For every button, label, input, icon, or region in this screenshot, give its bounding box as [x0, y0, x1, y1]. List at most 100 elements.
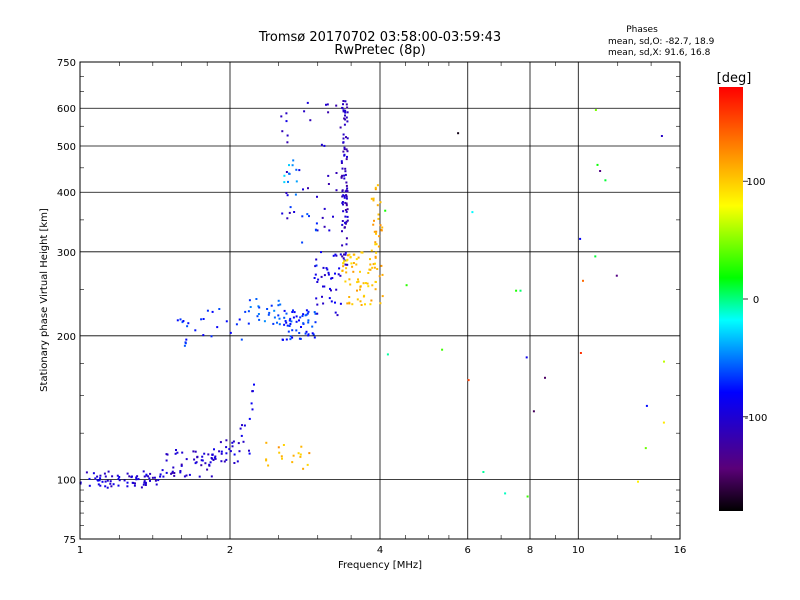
data-point — [384, 209, 387, 212]
colorbar-tick-label: -100 — [745, 413, 768, 424]
data-point — [351, 303, 354, 306]
data-point — [285, 171, 288, 173]
data-point — [315, 264, 318, 267]
data-point — [291, 311, 294, 313]
data-point — [457, 132, 460, 135]
data-point — [663, 360, 665, 363]
data-point — [180, 464, 183, 467]
data-point — [526, 495, 529, 498]
data-point — [201, 459, 204, 462]
data-point — [359, 300, 362, 303]
data-point — [344, 170, 347, 173]
data-point — [149, 479, 151, 482]
data-point — [302, 188, 304, 191]
data-point — [372, 263, 375, 266]
data-point — [306, 312, 309, 315]
data-point — [116, 474, 119, 477]
data-point — [335, 254, 338, 257]
data-point — [370, 299, 373, 302]
data-point — [343, 123, 346, 126]
data-point — [301, 315, 304, 317]
data-point — [369, 258, 371, 261]
data-point — [99, 484, 102, 487]
data-point — [285, 312, 288, 315]
x-axis-label: Frequency [MHz] — [338, 560, 422, 571]
data-point — [344, 109, 347, 112]
data-point — [322, 302, 325, 305]
data-point — [355, 263, 358, 266]
data-point — [147, 475, 150, 478]
colorbar-label: [deg] — [717, 71, 752, 86]
data-point — [143, 475, 146, 478]
data-point — [293, 311, 296, 314]
data-point — [341, 230, 343, 233]
data-point — [208, 463, 211, 466]
data-point — [207, 453, 210, 456]
data-point — [327, 174, 330, 177]
y-tick-label: 300 — [57, 248, 76, 259]
data-point — [344, 251, 347, 254]
data-point — [323, 274, 326, 277]
data-point — [144, 484, 147, 486]
data-point — [149, 472, 152, 475]
data-point — [467, 379, 470, 382]
data-point — [335, 189, 338, 192]
plot-frame — [79, 61, 681, 540]
data-point — [298, 332, 301, 334]
data-point — [515, 289, 518, 292]
data-point — [345, 195, 348, 198]
data-point — [346, 215, 349, 218]
data-point — [330, 277, 333, 280]
data-point — [247, 310, 250, 313]
data-points — [79, 100, 665, 498]
data-point — [326, 103, 329, 106]
data-point — [342, 262, 345, 264]
data-point — [344, 167, 347, 170]
data-point — [283, 323, 286, 326]
data-point — [148, 477, 151, 480]
data-point — [380, 228, 383, 231]
data-point — [307, 333, 310, 336]
data-point — [297, 452, 300, 455]
data-point — [341, 174, 344, 177]
data-point — [316, 195, 318, 198]
data-point — [173, 472, 176, 474]
data-point — [225, 320, 228, 323]
data-point — [144, 482, 147, 485]
colorbar — [719, 87, 743, 511]
data-point — [471, 211, 474, 214]
data-point — [342, 210, 345, 213]
data-point — [373, 266, 376, 269]
data-point — [88, 484, 91, 487]
data-point — [292, 309, 294, 312]
data-point — [166, 453, 169, 456]
data-point — [343, 195, 346, 198]
data-point — [142, 470, 145, 473]
data-point — [372, 199, 375, 202]
data-point — [161, 469, 164, 472]
data-point — [311, 325, 314, 328]
data-point — [295, 315, 298, 318]
data-point — [214, 455, 217, 458]
data-point — [374, 243, 377, 246]
data-point — [257, 305, 260, 308]
data-point — [225, 458, 228, 461]
data-point — [364, 282, 367, 284]
data-point — [316, 312, 319, 315]
data-point — [193, 458, 196, 461]
data-point — [188, 473, 191, 476]
data-point — [291, 164, 294, 167]
data-point — [171, 470, 174, 473]
x-tick-label: 2 — [227, 545, 233, 556]
data-point — [346, 111, 349, 114]
data-point — [604, 179, 607, 182]
data-point — [345, 271, 348, 274]
data-point — [248, 449, 250, 452]
data-point — [482, 471, 485, 473]
data-point — [281, 457, 283, 460]
data-point — [342, 137, 345, 140]
data-point — [202, 334, 205, 337]
data-point — [273, 316, 276, 319]
data-point — [279, 303, 282, 306]
data-point — [206, 309, 209, 312]
